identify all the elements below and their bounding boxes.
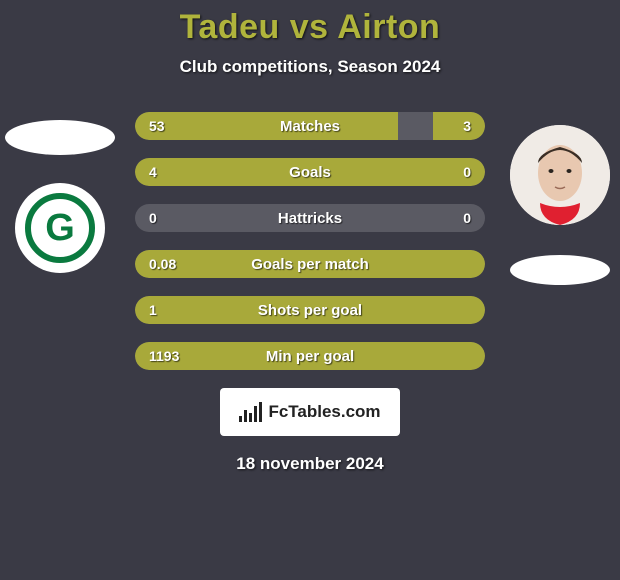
brand-badge[interactable]: FcTables.com xyxy=(220,388,400,436)
stat-value-right: 3 xyxy=(463,118,471,134)
stat-value-right: 0 xyxy=(463,164,471,180)
player-left-column: G xyxy=(0,120,120,273)
stat-label: Hattricks xyxy=(278,210,342,227)
stat-row: 1193 Min per goal xyxy=(135,342,485,370)
stat-row: 0.08 Goals per match xyxy=(135,250,485,278)
brand-text: FcTables.com xyxy=(268,402,380,422)
player-right-avatar xyxy=(510,125,610,225)
player-left-avatar-placeholder xyxy=(5,120,115,155)
date-label: 18 november 2024 xyxy=(0,454,620,474)
stat-bar-left xyxy=(135,112,398,140)
brand-logo-icon xyxy=(239,402,262,422)
stat-label: Shots per goal xyxy=(258,302,362,319)
player-left-team-logo: G xyxy=(15,183,105,273)
stat-value-left: 53 xyxy=(149,118,165,134)
stat-label: Min per goal xyxy=(266,348,354,365)
stat-value-left: 0.08 xyxy=(149,256,176,272)
stat-row: 4 Goals 0 xyxy=(135,158,485,186)
team-logo-initial: G xyxy=(45,207,75,250)
stat-bar-right xyxy=(433,112,486,140)
stat-row: 53 Matches 3 xyxy=(135,112,485,140)
stats-block: 53 Matches 3 4 Goals 0 0 Hattricks 0 0.08 Goals pe… xyxy=(135,112,485,370)
subtitle: Club competitions, Season 2024 xyxy=(0,57,620,77)
stat-value-left: 4 xyxy=(149,164,157,180)
stat-label: Matches xyxy=(280,118,340,135)
stat-row: 1 Shots per goal xyxy=(135,296,485,324)
stat-value-left: 1193 xyxy=(149,348,179,364)
team-logo-ring: G xyxy=(25,193,95,263)
stat-label: Goals per match xyxy=(251,256,369,273)
stat-value-right: 0 xyxy=(463,210,471,226)
stat-row: 0 Hattricks 0 xyxy=(135,204,485,232)
stat-value-left: 0 xyxy=(149,210,157,226)
page-title: Tadeu vs Airton xyxy=(0,8,620,47)
stat-value-left: 1 xyxy=(149,302,157,318)
player-right-column xyxy=(500,125,620,285)
player-right-team-logo-placeholder xyxy=(510,255,610,285)
avatar-face-icon xyxy=(510,125,610,225)
stat-label: Goals xyxy=(289,164,331,181)
